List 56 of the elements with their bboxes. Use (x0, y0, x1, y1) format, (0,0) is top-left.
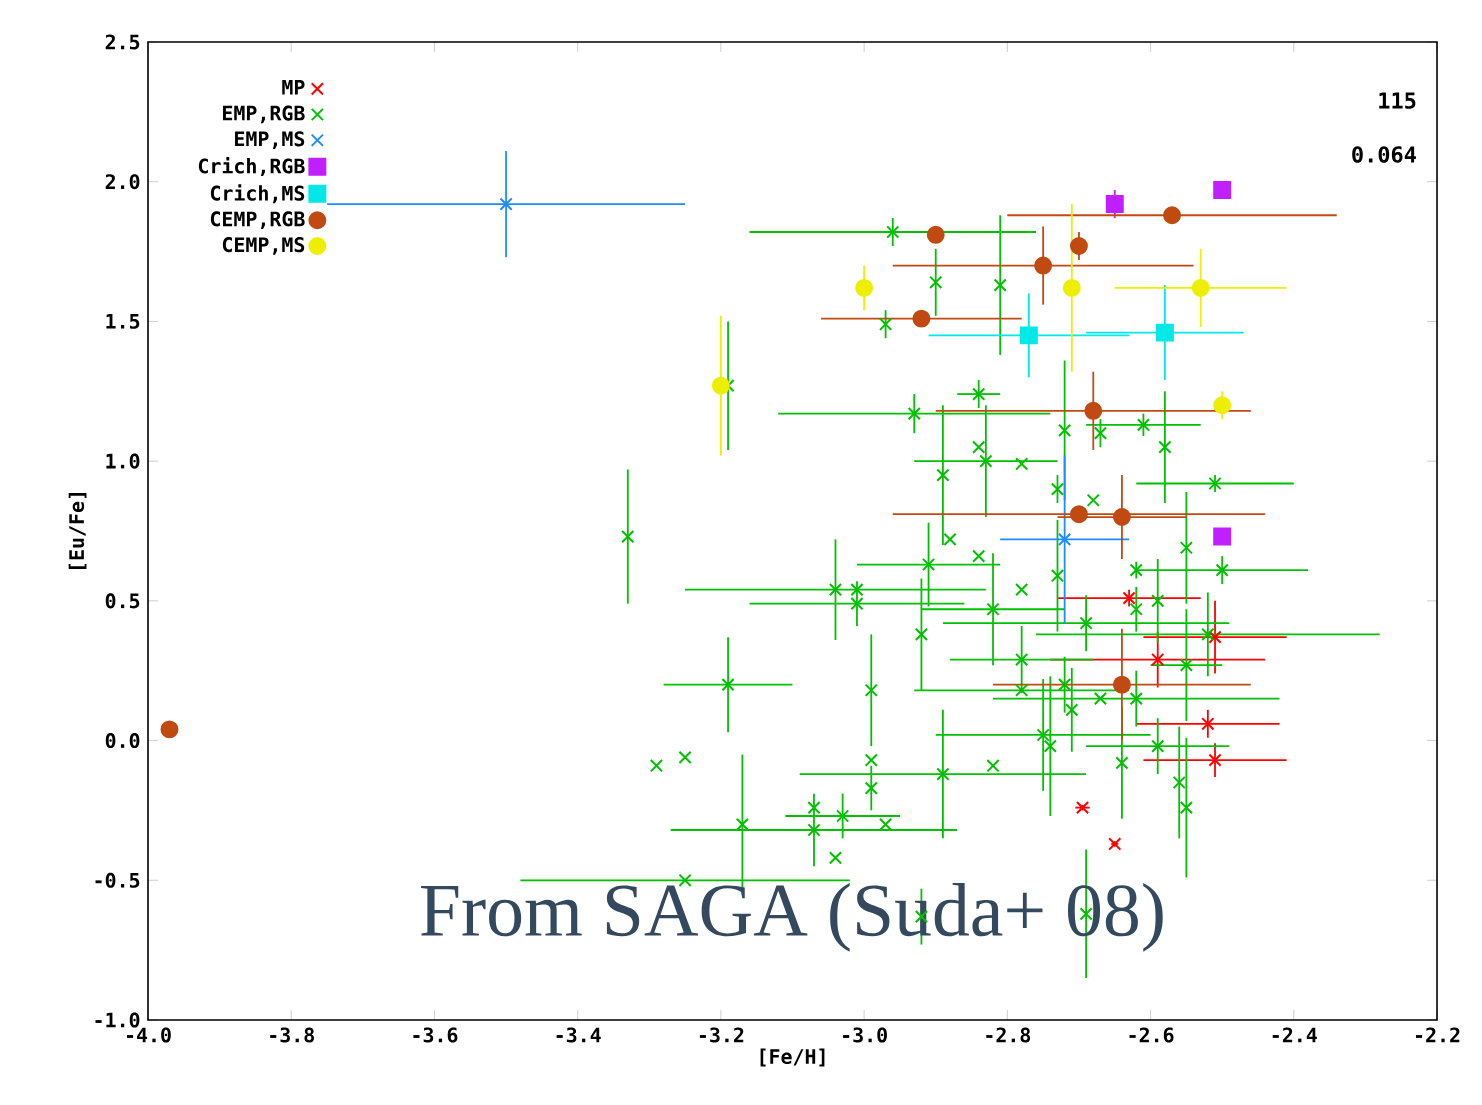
point (1163, 206, 1182, 225)
point (1105, 195, 1124, 214)
y-tick-label: 2.5 (105, 34, 140, 50)
point (1069, 505, 1088, 524)
x-tick-label: -4.0 (126, 1027, 171, 1043)
point (1191, 278, 1210, 297)
point (926, 225, 945, 244)
legend-label: CEMP,MS (222, 237, 305, 255)
x-tick-label: -2.6 (1129, 1027, 1174, 1043)
y-tick-label: 1.0 (106, 453, 140, 469)
point (1062, 278, 1081, 297)
annotation: 115 (1379, 92, 1416, 109)
point (160, 720, 179, 739)
x-tick-label: -2.8 (986, 1027, 1031, 1043)
point (855, 278, 874, 297)
point (1213, 527, 1232, 546)
point (1112, 675, 1131, 694)
x-tick-label: -3.4 (556, 1027, 601, 1043)
x-axis-title: [Fe/H] (760, 1048, 825, 1067)
legend-label: EMP,MS (235, 131, 305, 149)
point (1069, 237, 1088, 255)
x-tick-label: -3.8 (270, 1027, 314, 1043)
y-axis-title: [Eu/Fe] (68, 493, 87, 569)
legend-label: EMP,RGB (223, 105, 305, 124)
point (1208, 753, 1222, 767)
point (1208, 630, 1222, 644)
point (1213, 181, 1232, 200)
annotation: 0.064 (1352, 146, 1416, 163)
point (1112, 508, 1131, 526)
y-tick-label: 2.0 (105, 174, 140, 190)
point (499, 197, 513, 211)
point (1108, 837, 1122, 851)
point (1155, 323, 1174, 342)
y-tick-label: -1.0 (95, 1012, 140, 1028)
x-tick-label: -2.2 (1415, 1027, 1460, 1043)
point (1213, 396, 1232, 415)
point (1019, 326, 1038, 345)
y-tick-label: 0.0 (105, 733, 140, 749)
x-tick-label: -2.4 (1272, 1027, 1317, 1043)
x-tick-label: -3.0 (843, 1027, 887, 1043)
y-tick-label: 0.5 (105, 593, 140, 609)
point (1201, 717, 1215, 731)
point (1084, 401, 1103, 420)
point (711, 376, 730, 395)
legend-label: MP (282, 80, 305, 95)
point (1034, 256, 1053, 275)
point (1058, 532, 1072, 547)
legend-label: CEMP,RGB (210, 211, 305, 229)
point (1151, 652, 1165, 667)
point (912, 309, 931, 328)
y-tick-label: 1.5 (106, 314, 140, 329)
legend-label: Crich,RGB (198, 157, 305, 177)
y-tick-label: -0.5 (95, 872, 140, 888)
x-tick-label: -3.2 (699, 1027, 744, 1043)
x-tick-label: -3.6 (413, 1027, 458, 1043)
legend-label: Crich,MS (210, 184, 305, 204)
